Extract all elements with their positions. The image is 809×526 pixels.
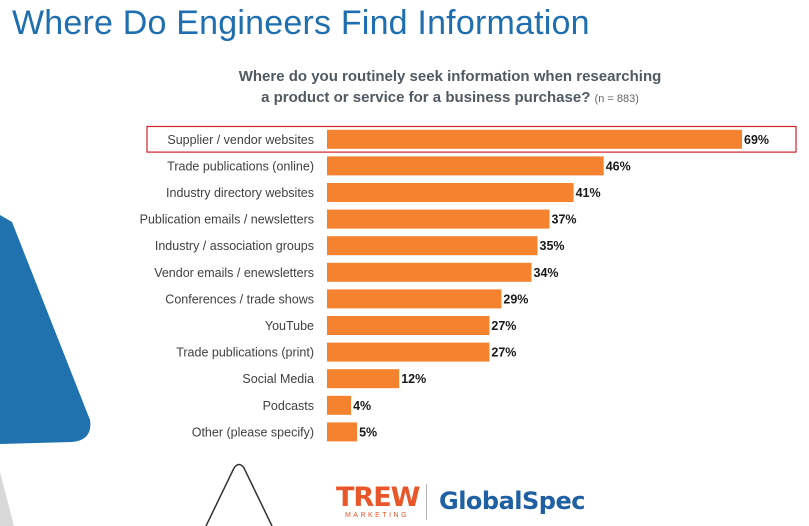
chart-title-line-2-text: a product or service for a business purc… (261, 89, 591, 106)
decorative-line-art (205, 463, 273, 526)
value-label: 41% (576, 186, 601, 200)
value-label: 27% (491, 319, 516, 333)
category-label: Trade publications (online) (167, 159, 314, 173)
bar (327, 156, 604, 176)
category-label: Publication emails / newsletters (140, 213, 314, 227)
category-label: Other (please specify) (192, 425, 314, 439)
value-label: 35% (540, 239, 565, 253)
value-label: 27% (491, 346, 516, 360)
bar (327, 316, 490, 335)
value-label: 29% (503, 292, 528, 306)
value-label: 69% (744, 133, 769, 147)
chart-title: Where do you routinely seek information … (190, 66, 710, 110)
bar (327, 183, 574, 202)
trew-marketing-logo: TREW MARKETING (336, 482, 420, 519)
chart-title-line-2: a product or service for a business purc… (190, 87, 710, 110)
globalspec-logo: GlobalSpec (439, 487, 585, 515)
bar (327, 342, 490, 362)
category-label: Trade publications (print) (176, 346, 314, 360)
logo-divider (426, 484, 427, 520)
category-label: Supplier / vendor websites (167, 133, 314, 147)
value-label: 46% (606, 159, 631, 173)
sample-size-note: (n = 883) (594, 93, 639, 105)
bar (327, 369, 400, 389)
bar (327, 236, 538, 256)
category-label: Industry directory websites (166, 186, 314, 200)
bar (327, 129, 742, 149)
chart-title-line-1: Where do you routinely seek information … (238, 68, 662, 85)
category-label: Social Media (242, 372, 314, 386)
trew-logo-word: TREW (336, 482, 420, 513)
category-label: Conferences / trade shows (165, 292, 314, 306)
highlight-box (146, 125, 797, 153)
value-label: 4% (353, 399, 371, 413)
decorative-gray-triangle (0, 472, 14, 526)
category-label: Podcasts (263, 399, 314, 413)
bar (327, 289, 502, 309)
category-label: YouTube (265, 319, 314, 333)
value-label: 37% (552, 213, 577, 227)
bar (327, 262, 532, 282)
bar (327, 209, 550, 229)
category-label: Vendor emails / enewsletters (154, 266, 314, 280)
value-label: 5% (359, 425, 377, 439)
category-label: Industry / association groups (155, 239, 314, 253)
bar (327, 422, 358, 442)
value-label: 12% (401, 372, 426, 386)
bar (327, 395, 352, 415)
trew-logo-sub: MARKETING (344, 512, 410, 519)
decorative-blue-triangle (0, 215, 91, 444)
page-title: Where Do Engineers Find Information (12, 4, 590, 42)
value-label: 34% (534, 266, 559, 280)
